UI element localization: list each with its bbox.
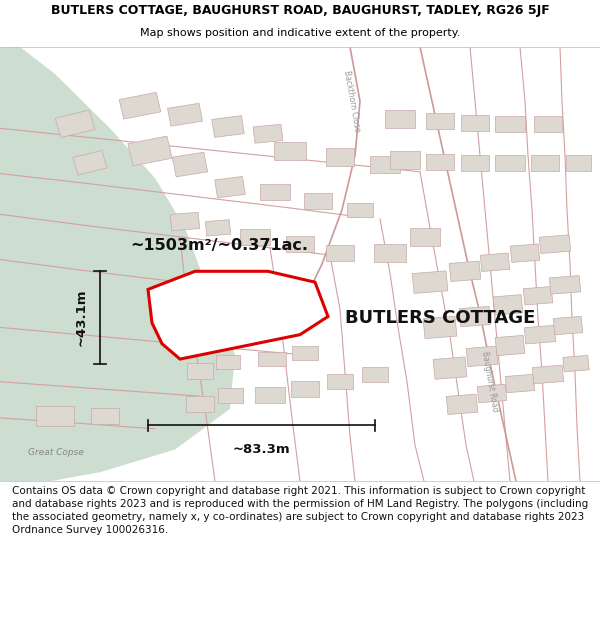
Bar [423,316,457,339]
Bar [240,229,270,245]
Bar [390,151,420,169]
Bar [531,154,559,171]
Bar [291,381,319,397]
Bar [258,352,286,366]
Bar [461,115,489,131]
Text: Great Copse: Great Copse [28,448,84,457]
Bar [493,294,523,315]
Bar [253,124,283,143]
Bar [539,235,571,254]
Polygon shape [148,271,328,359]
Bar [534,116,562,132]
Bar [480,253,510,271]
Text: Backthorn Close: Backthorn Close [342,70,362,132]
Bar [167,103,202,126]
Bar [73,151,107,175]
Bar [524,326,556,344]
Bar [286,236,314,252]
Bar [495,154,525,171]
Bar [426,113,454,129]
Bar [433,357,467,379]
Bar [170,213,200,231]
Bar [215,176,245,198]
Bar [477,384,507,402]
Bar [410,228,440,246]
Bar [549,276,581,294]
Bar [510,244,540,262]
Text: BUTLERS COTTAGE, BAUGHURST ROAD, BAUGHURST, TADLEY, RG26 5JF: BUTLERS COTTAGE, BAUGHURST ROAD, BAUGHUR… [50,4,550,17]
Bar [128,136,172,166]
Bar [495,116,525,132]
Bar [55,110,95,138]
Bar [216,354,240,369]
Bar [274,142,306,160]
Bar [260,184,290,200]
Bar [91,408,119,424]
Bar [186,396,214,412]
Bar [347,202,373,217]
Bar [36,406,74,426]
Bar [495,336,525,356]
Bar [505,374,535,392]
Bar [563,356,589,372]
Bar [412,271,448,293]
Bar [566,154,590,171]
Bar [553,316,583,335]
Bar [449,261,481,281]
Bar [218,388,242,402]
Bar [374,244,406,262]
Text: ~43.1m: ~43.1m [75,289,88,346]
Bar [326,148,354,166]
Polygon shape [0,47,235,481]
Bar [212,116,244,138]
Text: Map shows position and indicative extent of the property.: Map shows position and indicative extent… [140,28,460,38]
Bar [187,363,213,379]
Bar [532,365,564,384]
Bar [446,394,478,414]
Bar [255,387,285,403]
Bar [370,156,400,172]
Text: ~1503m²/~0.371ac.: ~1503m²/~0.371ac. [130,239,308,254]
Text: BUTLERS COTTAGE: BUTLERS COTTAGE [345,309,535,328]
Bar [172,152,208,177]
Bar [326,245,354,261]
Bar [385,110,415,128]
Bar [119,92,161,119]
Bar [292,346,318,360]
Bar [362,368,388,382]
Text: Baughurst Road: Baughurst Road [480,351,500,413]
Bar [466,346,498,367]
Bar [327,374,353,389]
Bar [461,154,489,171]
Bar [426,154,454,170]
Bar [205,220,230,236]
Bar [459,306,491,327]
Text: Contains OS data © Crown copyright and database right 2021. This information is : Contains OS data © Crown copyright and d… [12,486,588,535]
Text: ~83.3m: ~83.3m [233,443,290,456]
Bar [523,286,553,305]
Bar [304,192,332,209]
